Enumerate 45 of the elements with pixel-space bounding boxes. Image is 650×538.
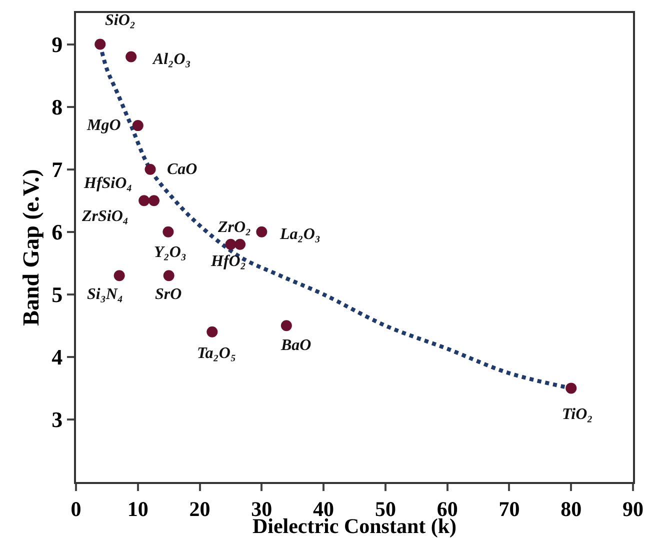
- annotation: Ta₂O₅: [197, 345, 236, 362]
- point: [126, 51, 137, 62]
- y-tick-label: 5: [52, 282, 63, 308]
- x-tick-label: 50: [374, 497, 396, 522]
- point: [148, 195, 160, 206]
- annotation: ZrO₂: [217, 219, 252, 236]
- annotation: HfSiO₄: [83, 175, 132, 192]
- x-tick-label: 80: [560, 497, 582, 522]
- annotation: ZrSiO₄: [81, 208, 128, 225]
- annotation: MgO: [86, 117, 122, 134]
- point: [94, 38, 106, 50]
- annotation: Si₃N₄: [87, 286, 124, 303]
- y-tick-label: 9: [52, 32, 63, 57]
- y-axis-title: Band Gap (e.V.): [18, 169, 44, 326]
- y-tick-label: 7: [52, 157, 63, 182]
- x-tick-label: 10: [127, 497, 148, 522]
- y-tick-label: 6: [52, 220, 63, 245]
- point: [138, 195, 150, 206]
- annotation: CaO: [167, 161, 198, 178]
- point: [225, 238, 236, 250]
- annotation: BaO: [280, 337, 312, 354]
- x-tick-label: 70: [498, 497, 520, 522]
- point: [144, 164, 156, 175]
- annotation: TiO₂: [562, 406, 593, 423]
- annotation: HfO₂: [210, 253, 246, 270]
- annotation: SrO: [155, 286, 182, 303]
- point: [163, 270, 174, 282]
- point: [114, 270, 125, 282]
- y-tick-label: 4: [52, 344, 63, 370]
- point: [162, 226, 174, 238]
- point: [256, 226, 268, 238]
- x-tick-label: 20: [189, 497, 210, 522]
- annotation: SiO₂: [105, 12, 136, 29]
- point: [132, 120, 144, 132]
- point: [206, 326, 218, 338]
- x-tick-label: 0: [70, 497, 82, 522]
- point: [280, 320, 292, 332]
- x-tick-label: 90: [622, 497, 644, 522]
- annotation: Al₂O₃: [152, 51, 191, 68]
- point: [566, 382, 577, 394]
- annotation: La₂O₃: [279, 226, 320, 243]
- y-tick-label: 3: [52, 407, 63, 432]
- y-tick-label: 8: [52, 94, 63, 120]
- point: [234, 238, 246, 250]
- annotation: Y₂O₃: [154, 244, 186, 261]
